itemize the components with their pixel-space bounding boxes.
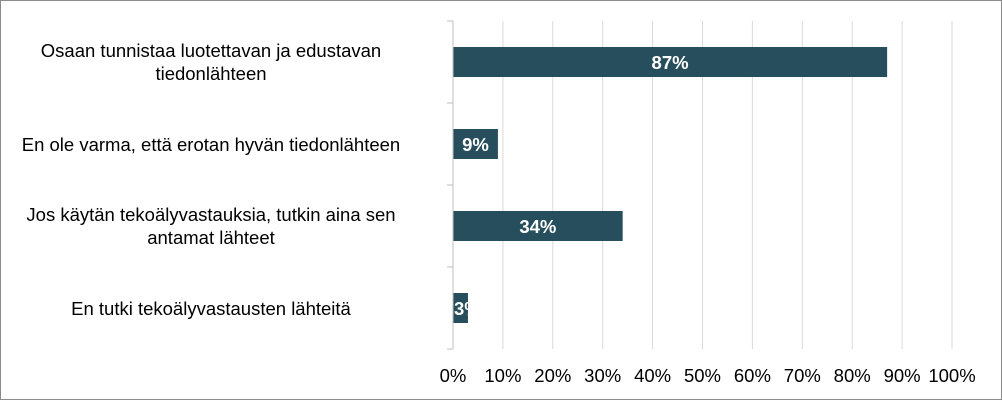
bar xyxy=(453,211,623,241)
x-tick-label: 30% xyxy=(584,365,621,386)
data-label: 9% xyxy=(462,134,489,155)
category-label: Osaan tunnistaa luotettavan ja edustavan… xyxy=(40,40,382,84)
x-tick-label: 20% xyxy=(534,365,571,386)
bar xyxy=(453,129,498,159)
x-tick-label: 60% xyxy=(734,365,771,386)
data-label: 87% xyxy=(652,52,689,73)
x-tick-label: 70% xyxy=(784,365,821,386)
data-label: 34% xyxy=(519,216,556,237)
x-tick-label: 10% xyxy=(484,365,521,386)
category-label: En ole varma, että erotan hyvän tiedonlä… xyxy=(21,133,401,155)
x-tick-label: 50% xyxy=(684,365,721,386)
data-label: 3% xyxy=(454,298,481,319)
bar xyxy=(453,293,468,323)
bar xyxy=(453,47,888,77)
category-label: Jos käytän tekoälyvastauksia, tutkin ain… xyxy=(26,204,396,248)
x-tick-label: 100% xyxy=(928,365,975,386)
x-tick-label: 90% xyxy=(884,365,921,386)
x-tick-label: 80% xyxy=(834,365,871,386)
x-tick-label: 40% xyxy=(634,365,671,386)
x-tick-label: 0% xyxy=(440,365,467,386)
category-label: En tutki tekoälyvastausten lähteitä xyxy=(71,297,351,319)
